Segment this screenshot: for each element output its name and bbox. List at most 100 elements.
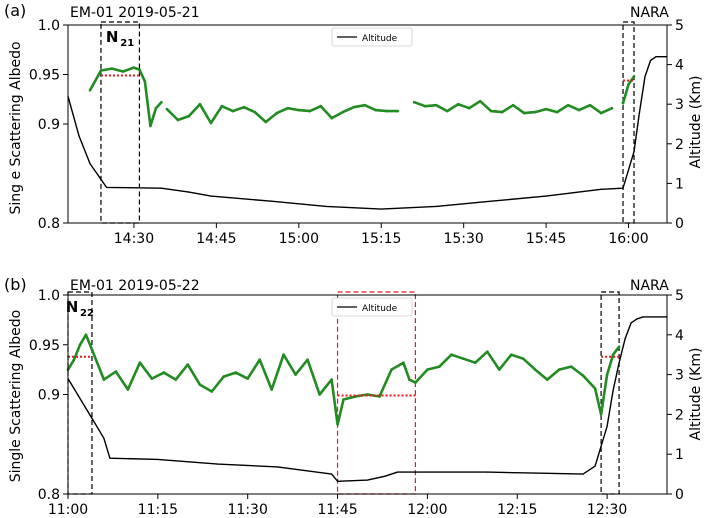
legend-label-b: Altitude (362, 304, 398, 314)
ssa-point-a-0-1-1 (176, 118, 180, 122)
ssa-point-b-0-0-46 (569, 365, 573, 368)
altitude-point-a-1-0-9 (325, 205, 327, 207)
ssa-point-b-0-0-44 (545, 378, 549, 381)
ssa-point-b-0-0-33 (414, 381, 417, 384)
ssa-point-b-0-0-52 (617, 345, 621, 349)
altitude-point-a-1-0-17 (638, 111, 641, 113)
altitude-point-b-1-0-15 (546, 472, 548, 474)
ssa-point-a-0-0-8 (154, 106, 158, 110)
ssa-point-b-0-0-12 (186, 363, 190, 366)
xtick-label-a-2: 15:00 (279, 231, 319, 247)
ssa-point-a-0-2-4 (456, 102, 460, 106)
ssa-point-a-0-2-11 (533, 110, 537, 114)
ssa-point-a-0-1-6 (231, 109, 235, 113)
ssa-point-b-0-0-9 (150, 377, 154, 380)
ssa-point-b-0-0-3 (84, 333, 88, 337)
region-box-a-0 (100, 21, 141, 224)
panel-b: (b) EM-01 2019-05-22 NARA Single Scatter… (4, 275, 704, 518)
ssa-point-a-0-1-2 (187, 114, 191, 118)
ssa-point-b-0-0-50 (605, 373, 609, 376)
ssa-point-a-0-2-9 (511, 103, 515, 107)
ssa-point-a-0-2-16 (588, 103, 592, 107)
ssa-point-a-0-0-9 (160, 100, 163, 104)
ssa-point-b-0-0-7 (126, 388, 130, 391)
altitude-point-b-1-0-14 (486, 471, 488, 473)
ssa-point-a-0-0-0 (88, 89, 92, 92)
ytick-label-a-3: 1.0 (38, 18, 60, 34)
xtick-label-b-3: 11:45 (317, 502, 357, 518)
altitude-point-a-1-0-6 (188, 191, 190, 193)
ssa-point-a-0-2-14 (566, 103, 570, 107)
ssa-point-b-0-0-26 (342, 398, 345, 401)
ssa-point-a-0-1-5 (220, 104, 224, 108)
ssa-point-b-0-0-25 (336, 423, 339, 426)
altitude-point-a-1-0-2 (89, 163, 91, 165)
ssa-line-a-2 (413, 99, 613, 115)
ssa-point-b-0-0-10 (162, 371, 166, 374)
ssa-point-a-0-1-14 (319, 104, 323, 108)
altitude-point-b-1-0-5 (157, 458, 159, 460)
ssa-point-a-0-2-17 (599, 111, 603, 115)
altitude-point-a-1-0-19 (649, 60, 652, 62)
ssa-point-a-0-1-11 (286, 106, 290, 110)
legend-b: Altitude (331, 297, 413, 317)
altitude-point-b-1-0-19 (612, 389, 614, 392)
ssa-point-b-0-0-39 (486, 350, 489, 354)
altitude-point-a-1-0-3 (100, 178, 102, 180)
altitude-line-a-0 (67, 56, 667, 210)
altitude-point-a-1-0-7 (210, 195, 212, 197)
ssa-point-a-0-2-3 (445, 109, 449, 113)
ssa-point-a-0-2-6 (478, 99, 482, 103)
ssa-point-b-0-0-41 (510, 353, 513, 357)
y2tick-label-b-0: 0 (675, 487, 684, 503)
panel-title-a: EM-01 2019-05-21 (70, 5, 200, 21)
ytick-label-b-2: 0.95 (29, 338, 60, 354)
ssa-point-b-0-0-30 (390, 368, 393, 371)
ssa-point-a-0-3-2 (632, 75, 636, 78)
altitude-point-b-1-0-24 (642, 316, 644, 318)
ssa-point-a-0-1-3 (198, 102, 202, 106)
ssa-line-a-1 (165, 102, 398, 125)
altitude-point-b-1-0-20 (618, 362, 620, 364)
ssa-point-b-0-0-2 (78, 343, 82, 347)
y2tick-label-a-3: 3 (675, 97, 684, 113)
ssa-point-b-0-0-48 (593, 387, 597, 390)
altitude-point-a-1-0-14 (600, 188, 602, 190)
altitude-point-b-1-0-3 (103, 437, 105, 439)
ssa-point-a-0-1-9 (264, 120, 268, 124)
ssa-point-b-0-0-51 (611, 353, 615, 357)
region-box-b-0 (67, 291, 93, 495)
plot-area-b: 0.8 0.9 0.95 1.0 0 1 2 3 4 5 11:00 11:15 11:30 11:45 1… (29, 288, 684, 518)
altitude-point-a-1-0-20 (655, 56, 657, 58)
panel-label-a: (a) (4, 1, 26, 20)
ssa-point-b-0-0-34 (426, 368, 429, 371)
ssa-point-a-0-0-5 (138, 68, 141, 71)
ssa-point-b-0-0-49 (599, 413, 603, 416)
altitude-point-a-1-0-8 (270, 200, 272, 202)
y2label-b: Altitude (Km) (688, 348, 704, 441)
altitude-point-a-1-0-18 (644, 75, 646, 78)
ssa-point-b-0-0-22 (306, 358, 309, 362)
xtick-label-a-1: 14:45 (196, 231, 236, 247)
ssa-point-b-0-0-40 (498, 368, 501, 371)
xtick-label-a-5: 15:45 (526, 231, 566, 247)
ssa-point-b-0-0-18 (258, 358, 262, 362)
altitude-point-b-1-0-6 (217, 463, 219, 465)
ssa-point-b-0-0-8 (138, 361, 142, 365)
ssa-point-a-0-2-8 (500, 110, 504, 114)
ssa-point-b-0-0-15 (222, 375, 225, 378)
y2tick-label-a-1: 1 (675, 176, 684, 192)
altitude-point-b-1-0-2 (91, 417, 93, 419)
ssa-point-b-0-0-43 (533, 368, 537, 371)
ssa-point-b-0-0-1 (72, 358, 76, 362)
xtick-label-b-6: 12:30 (587, 502, 627, 518)
altitude-point-a-1-0-4 (105, 186, 108, 188)
altitude-point-b-1-0-10 (366, 479, 369, 481)
xtick-label-a-0: 14:30 (114, 231, 154, 247)
ylabel-b: Single Scattering Albedo (8, 310, 24, 483)
xtick-label-a-3: 15:15 (361, 231, 401, 247)
ssa-point-a-0-2-10 (522, 111, 526, 115)
ytick-label-a-0: 0.8 (38, 216, 60, 232)
ssa-point-a-0-2-0 (412, 100, 416, 104)
ytick-label-b-0: 0.8 (38, 487, 60, 503)
